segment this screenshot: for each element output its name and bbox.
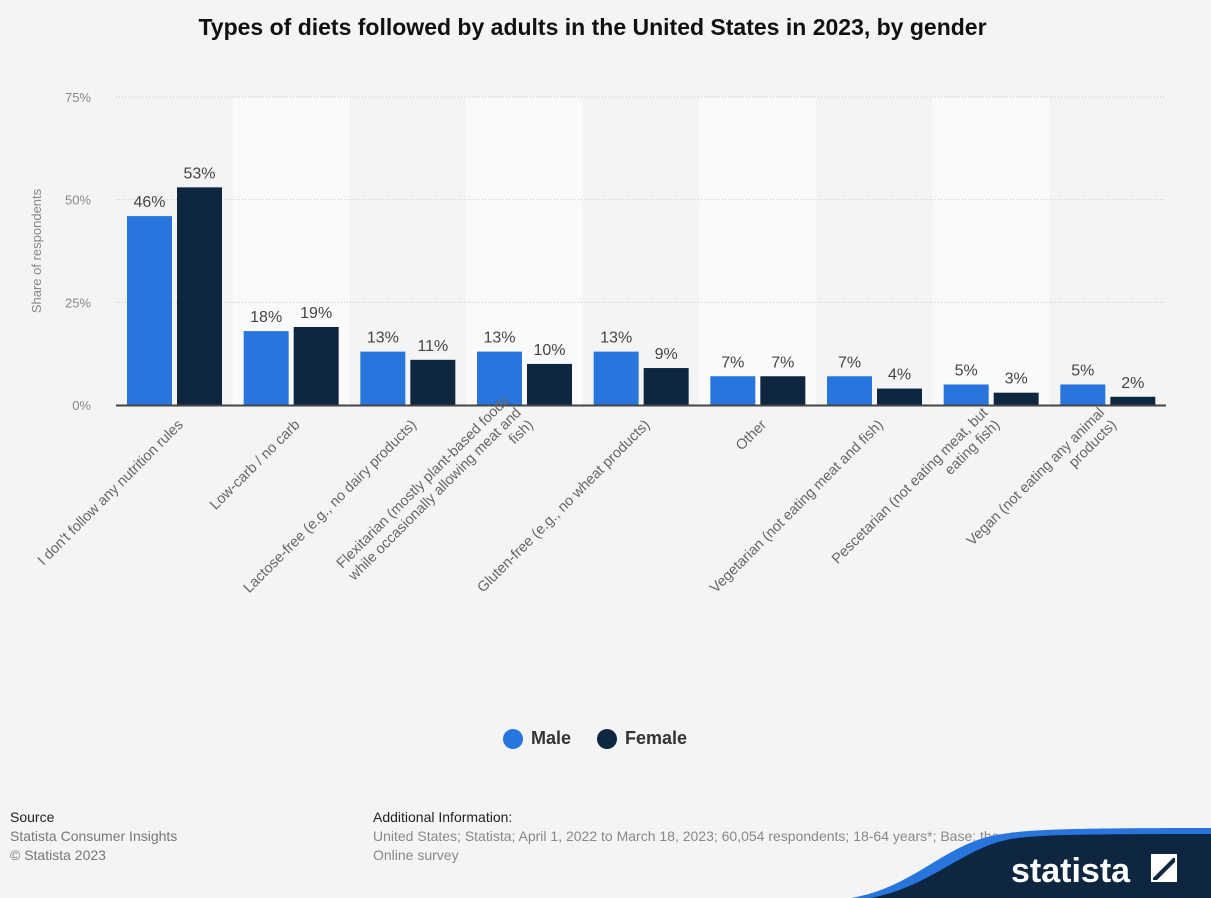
data-label: 11% [417,338,448,355]
category-band [699,97,816,405]
data-label: 2% [1121,375,1144,392]
statista-logo[interactable]: statista [851,828,1211,898]
bar-female [643,368,689,405]
data-label: 46% [133,194,165,211]
legend-item-male[interactable]: Male [502,728,571,749]
bar-male [360,351,406,405]
bar-female [993,392,1039,405]
x-tick-label: Low-carb / no carb [207,417,303,513]
bar-male [243,331,289,405]
data-label: 5% [1071,362,1094,379]
copyright: © Statista 2023 [10,847,106,863]
data-label: 53% [183,165,215,182]
bar-male [1060,384,1106,405]
source-heading: Source [10,809,55,825]
bar-female [1110,396,1156,405]
legend-marker-female [596,728,617,749]
bar-male [477,351,522,405]
data-label: 13% [367,330,399,347]
y-tick-label: 0% [72,398,91,413]
data-label: 7% [721,354,744,371]
bar-female [760,376,806,405]
legend: Male Female [0,728,1190,749]
bar-female [527,363,572,405]
source-block: Source Statista Consumer Insights © Stat… [10,808,177,865]
category-band [932,97,1050,405]
data-label: 7% [771,354,794,371]
data-label: 5% [955,362,978,379]
legend-label-female: Female [624,728,688,748]
data-label: 10% [533,342,565,359]
bar-male [593,351,639,405]
y-axis-title: Share of respondents [29,188,44,313]
x-tick-label: I don't follow any nutrition rules [35,417,187,569]
bar-female [877,388,922,405]
source-line: Statista Consumer Insights [10,828,178,844]
x-tick-label: Gluten-free (e.g., no wheat products) [474,417,653,596]
data-label: 7% [838,354,861,371]
bar-female [293,326,339,405]
bar-female [410,359,456,405]
additional-text: United States; Statista; April 1, 2022 t… [373,828,1123,863]
data-label: 13% [600,330,632,347]
y-tick-label: 25% [65,295,91,310]
data-label: 13% [483,330,515,347]
data-label: 9% [655,346,678,363]
bar-male [710,376,756,405]
additional-info: Additional Information: United States; S… [373,808,1133,865]
legend-label-male: Male [530,728,571,748]
x-tick-label: Pescetarian (not eating meat, buteating … [829,405,1003,579]
bar-male [943,384,989,405]
data-label: 3% [1005,371,1028,388]
bar-female [177,187,222,405]
legend-item-female[interactable]: Female [596,728,688,749]
svg-text:statista: statista [1011,852,1131,890]
additional-heading: Additional Information: [373,809,513,825]
data-label: 19% [300,305,332,322]
data-label: 18% [250,309,282,326]
chart-title: Types of diets followed by adults in the… [198,14,987,40]
bar-male [127,216,172,405]
data-label: 4% [888,367,911,384]
y-tick-label: 50% [65,193,91,208]
y-tick-label: 75% [65,90,91,105]
bar-chart: 0% 25% 50% 75% Share of respondents 46% 18% 13%… [29,90,1166,597]
bar-male [827,376,872,405]
x-tick-label: Other [733,417,770,454]
legend-marker-male [502,728,523,749]
